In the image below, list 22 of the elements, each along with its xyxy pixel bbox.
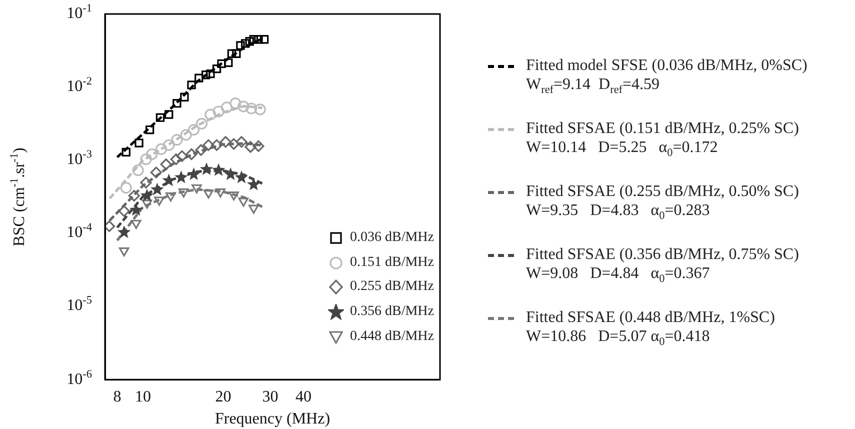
y-tick-label: 10$^{-2}$	[66, 76, 92, 96]
legend-label: Fitted model SFSE (0.036 dB/MHz, 0%SC) W$_{ref}$=9.14 D$_{ref}$=4.59	[526, 56, 808, 96]
x-tick-label: 8	[113, 388, 122, 406]
legend-label: 0.036 dB/MHz	[350, 230, 434, 246]
x-tick-label: 20	[215, 388, 232, 406]
y-tick-label: 10$^{-5}$	[66, 295, 92, 316]
x-tick-label: 40	[296, 388, 312, 406]
legend-label: 0.151 dB/MHz	[350, 254, 434, 271]
legend-label: Fitted SFSAE (0.151 dB/MHz, 0.25% SC) W=10.14 D=5.25 α$_{0}$=0.172	[526, 119, 799, 160]
legend-label: 0.448 dB/MHz	[350, 328, 434, 345]
legend-label: Fitted SFSAE (0.356 dB/MHz, 0.75% SC) W=9.08 D=4.84 α$_{0}$=0.367	[526, 245, 799, 286]
legend-label: 0.356 dB/MHz	[350, 304, 434, 320]
x-tick-label: 30	[262, 388, 278, 406]
y-tick-label: 10$^{-4}$	[66, 222, 92, 242]
y-tick-label: 10$^{-6}$	[66, 368, 92, 389]
legend-label: Fitted SFSAE (0.255 dB/MHz, 0.50% SC) W=9.35 D=4.83 α$_{0}$=0.283	[526, 182, 799, 222]
x-tick-label: 10	[135, 388, 152, 406]
x-axis-title: Frequency (MHz)	[214, 410, 330, 428]
legend-label: Fitted SFSAE (0.448 dB/MHz, 1%SC) W=10.86 D=5.07 α$_{0}$=0.418	[526, 308, 775, 348]
y-tick-label: 10$^{-1}$	[66, 2, 92, 23]
legend-label: 0.255 dB/MHz	[350, 279, 434, 296]
y-tick-label: 10$^{-3}$	[66, 148, 92, 168]
